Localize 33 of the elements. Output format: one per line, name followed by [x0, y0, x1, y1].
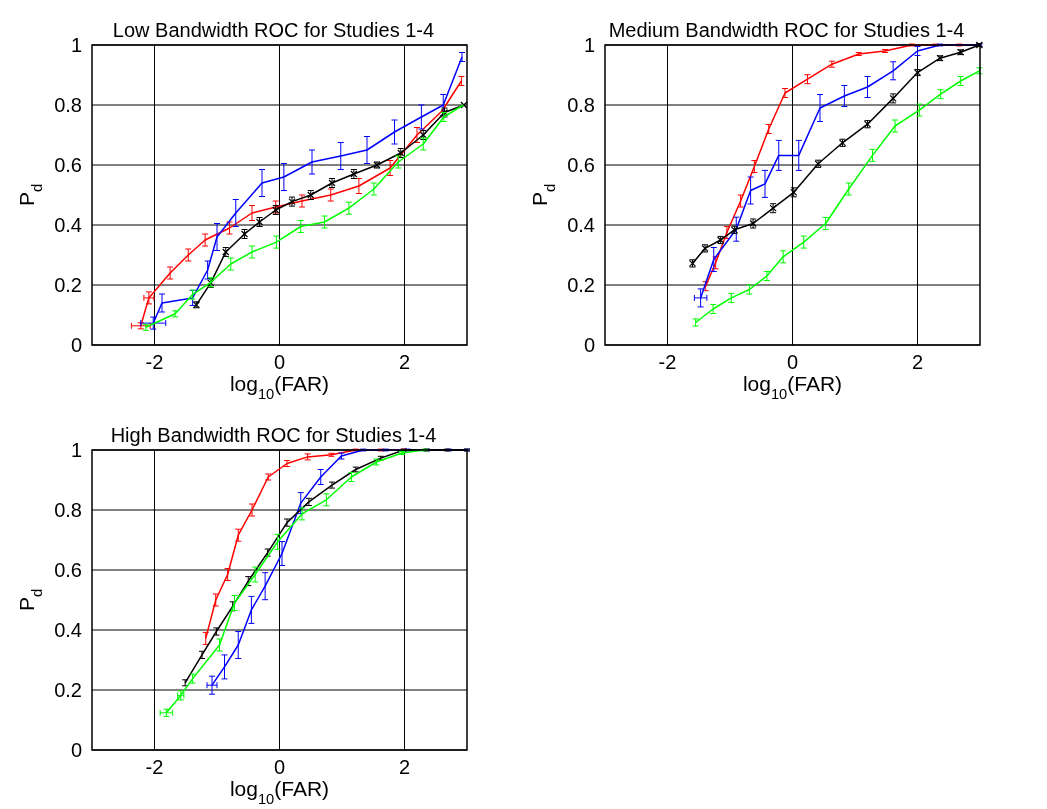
y-tick-label: 0.8 — [54, 499, 82, 521]
chart-title: Medium Bandwidth ROC for Studies 1-4 — [608, 19, 965, 41]
x-axis-title: log$_{10}$(FAR) — [742, 372, 843, 402]
y-tick-label: 0.6 — [54, 154, 82, 176]
x-tick-label: 0 — [273, 351, 286, 373]
y-tick-label: 0 — [70, 334, 82, 356]
chart-title: Low Bandwidth ROC for Studies 1-4 — [112, 19, 435, 41]
chart-title: High Bandwidth ROC for Studies 1-4 — [110, 424, 437, 446]
y-tick-label: 0 — [70, 739, 82, 761]
x-tick-label: 2 — [911, 351, 924, 373]
y-tick-label: 0.6 — [54, 559, 82, 581]
y-tick-label: 0.2 — [54, 679, 82, 701]
y-tick-label: 0.2 — [54, 274, 82, 296]
y-tick-label: 0.8 — [54, 94, 82, 116]
y-tick-label: 0.4 — [54, 619, 82, 641]
y-tick-label: 1 — [70, 439, 82, 461]
x-tick-label: -2 — [658, 351, 677, 373]
x-axis-title: log$_{10}$(FAR) — [229, 777, 330, 807]
y-tick-label: 0.4 — [54, 214, 82, 236]
y-tick-label: 0 — [583, 334, 595, 356]
x-tick-label: -2 — [145, 351, 164, 373]
y-tick-label: 1 — [583, 34, 595, 56]
x-tick-label: -2 — [145, 756, 164, 778]
x-axis-title: log$_{10}$(FAR) — [229, 372, 330, 402]
x-tick-label: 2 — [398, 756, 411, 778]
x-tick-label: 0 — [786, 351, 799, 373]
x-tick-label: 2 — [398, 351, 411, 373]
y-tick-label: 1 — [70, 34, 82, 56]
y-tick-label: 0.4 — [567, 214, 595, 236]
y-tick-label: 0.2 — [567, 274, 595, 296]
y-tick-label: 0.8 — [567, 94, 595, 116]
x-tick-label: 0 — [273, 756, 286, 778]
y-tick-label: 0.6 — [567, 154, 595, 176]
